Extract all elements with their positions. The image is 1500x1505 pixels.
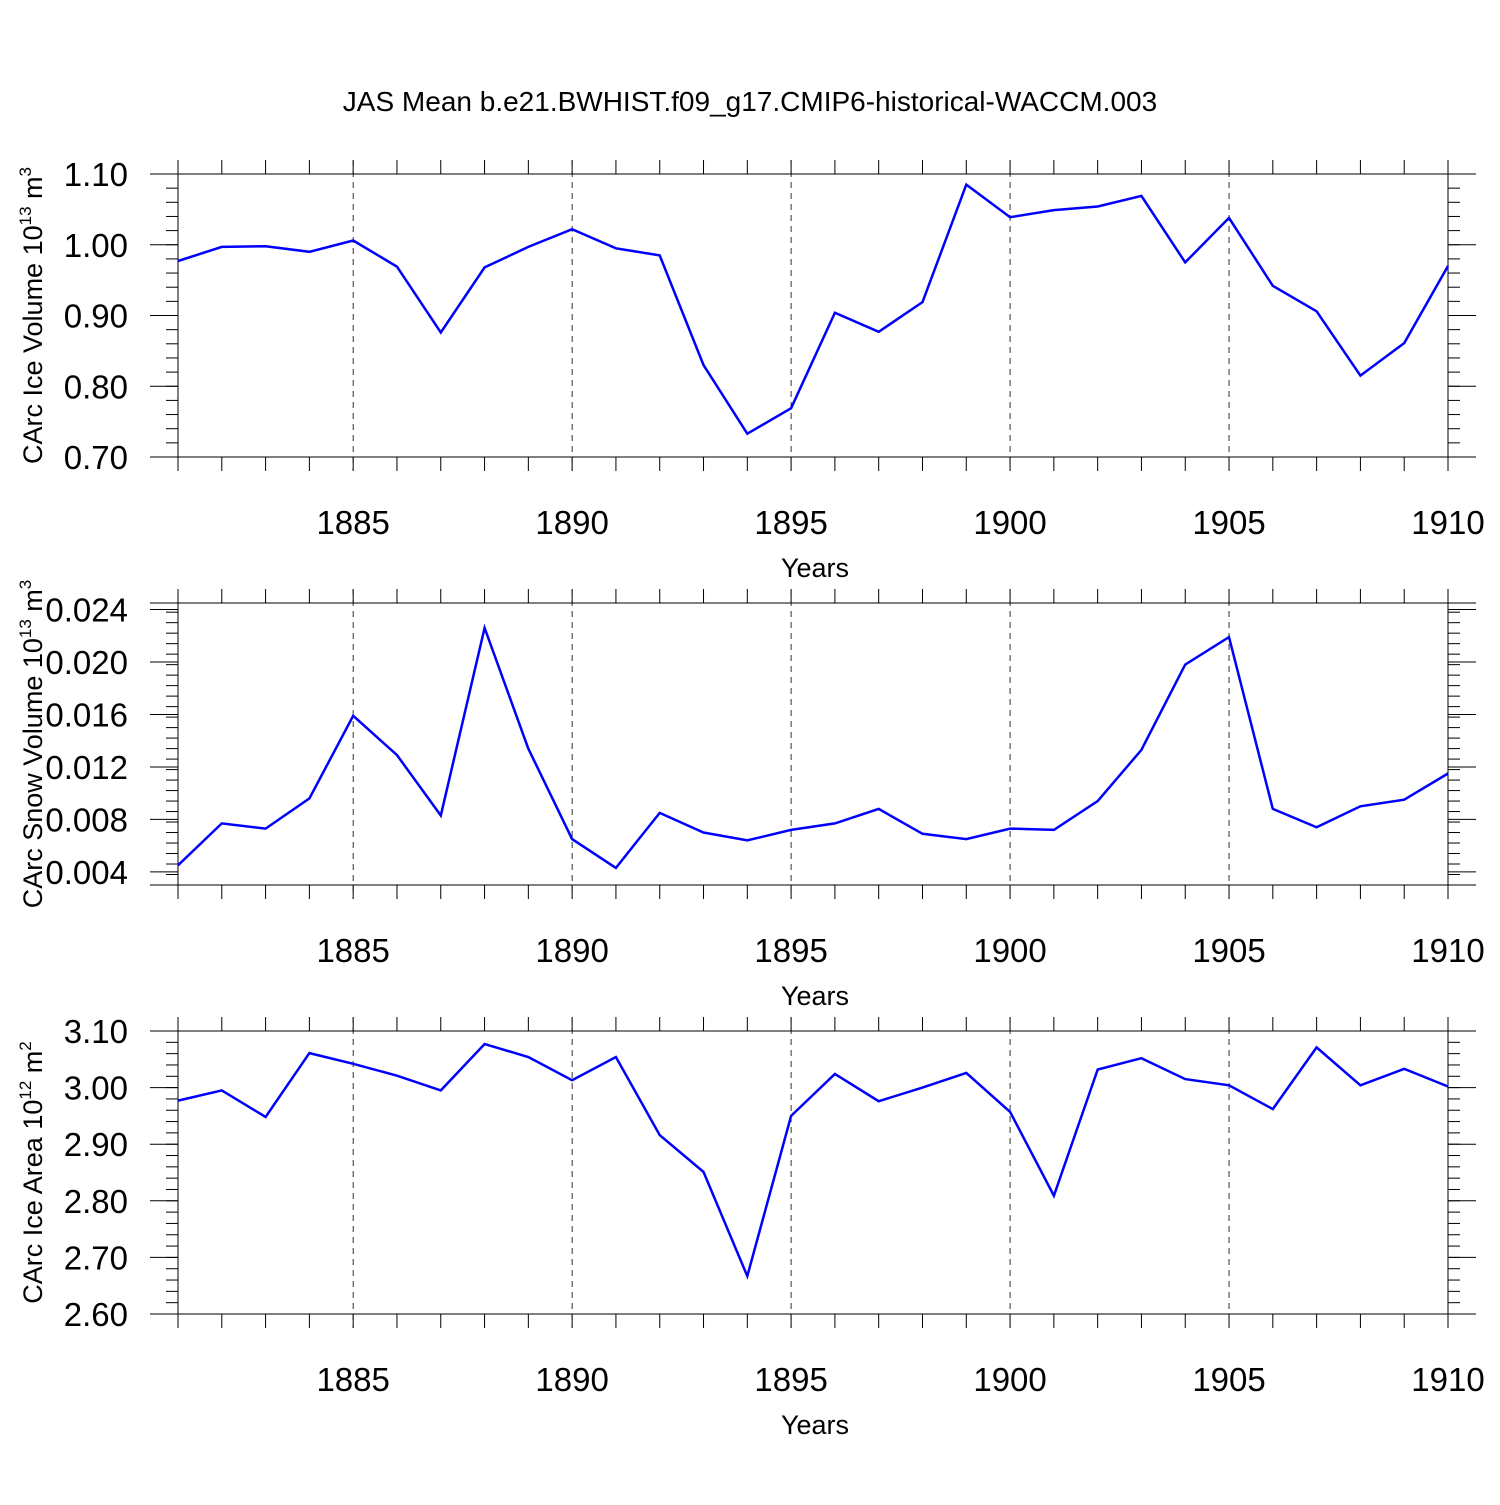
x-tick-label-1895: 1895 [754, 932, 827, 969]
x-axis-label: Years [781, 553, 849, 583]
x-tick-label-1895: 1895 [754, 504, 827, 541]
y-tick-label-4: 0.020 [45, 644, 128, 681]
y-axis-label: CArc Snow Volume 1013 m3 [16, 580, 48, 909]
panel-1: 1885 1890 1895 1900 1905 1910 0.70 0.80 0.90 1.00… [16, 156, 1485, 583]
x-tick-label-1885: 1885 [316, 504, 389, 541]
y-tick-label-2: 2.80 [64, 1183, 128, 1220]
x-tick-label-1910: 1910 [1411, 1361, 1484, 1398]
x-tick-label-1905: 1905 [1192, 932, 1265, 969]
y-tick-label-0: 2.60 [64, 1296, 128, 1333]
y-axis-label-exponent: 12 [16, 1081, 35, 1100]
y-tick-label-0: 0.70 [64, 439, 128, 476]
y-axis-label-main: CArc Ice Volume 10 [18, 225, 48, 464]
y-tick-label-0: 0.004 [45, 854, 128, 891]
y-tick-label-3: 2.90 [64, 1126, 128, 1163]
x-tick-label-1900: 1900 [973, 932, 1046, 969]
y-axis-label-exponent: 13 [16, 619, 35, 638]
y-tick-label-5: 0.024 [45, 592, 128, 629]
x-axis-label: Years [781, 981, 849, 1011]
y-tick-label-3: 0.016 [45, 696, 128, 733]
y-tick-label-5: 3.10 [64, 1013, 128, 1050]
y-axis-label-main: CArc Snow Volume 10 [18, 638, 48, 908]
y-axis-label-unit: m [18, 1051, 48, 1081]
x-tick-label-1885: 1885 [316, 932, 389, 969]
y-axis-label: CArc Ice Area 1012 m2 [16, 1041, 48, 1304]
x-tick-label-1905: 1905 [1192, 1361, 1265, 1398]
y-tick-label-2: 0.012 [45, 749, 128, 786]
panel-3: 1885 1890 1895 1900 1905 1910 2.60 2.70 2.80 2.90… [16, 1013, 1485, 1440]
y-tick-label-2: 0.90 [64, 298, 128, 335]
x-tick-label-1890: 1890 [535, 504, 608, 541]
x-tick-label-1900: 1900 [973, 504, 1046, 541]
y-axis-label-unit-exponent: 3 [16, 580, 35, 589]
x-tick-label-1910: 1910 [1411, 932, 1484, 969]
y-tick-label-4: 3.00 [64, 1070, 128, 1107]
series-line-1 [177, 182, 1450, 436]
y-axis-label: CArc Ice Volume 1013 m3 [16, 167, 48, 464]
y-axis-label-unit-exponent: 2 [16, 1041, 35, 1050]
x-tick-label-1890: 1890 [535, 1361, 608, 1398]
x-tick-label-1885: 1885 [316, 1361, 389, 1398]
y-axis-label-main: CArc Ice Area 10 [18, 1100, 48, 1304]
y-axis-label-unit: m [18, 176, 48, 206]
series-line-2 [177, 623, 1449, 870]
y-tick-label-1: 0.80 [64, 368, 128, 405]
x-tick-label-1900: 1900 [973, 1361, 1046, 1398]
x-tick-label-1890: 1890 [535, 932, 608, 969]
y-tick-label-1: 0.008 [45, 801, 128, 838]
figure-title: JAS Mean b.e21.BWHIST.f09_g17.CMIP6-hist… [343, 86, 1157, 117]
x-tick-label-1905: 1905 [1192, 504, 1265, 541]
x-tick-label-1910: 1910 [1411, 504, 1484, 541]
x-axis-label: Years [781, 1410, 849, 1440]
panel-2: 1885 1890 1895 1900 1905 1910 0.004 0.008 0.012 0… [16, 580, 1485, 1011]
x-tick-label-1895: 1895 [754, 1361, 827, 1398]
y-axis-label-unit: m [18, 589, 48, 619]
series-line-3 [177, 1042, 1449, 1280]
y-tick-label-1: 2.70 [64, 1239, 128, 1276]
y-axis-label-unit-exponent: 3 [16, 167, 35, 176]
y-tick-label-4: 1.10 [64, 156, 128, 193]
y-tick-label-3: 1.00 [64, 227, 128, 264]
y-axis-label-exponent: 13 [16, 206, 35, 225]
